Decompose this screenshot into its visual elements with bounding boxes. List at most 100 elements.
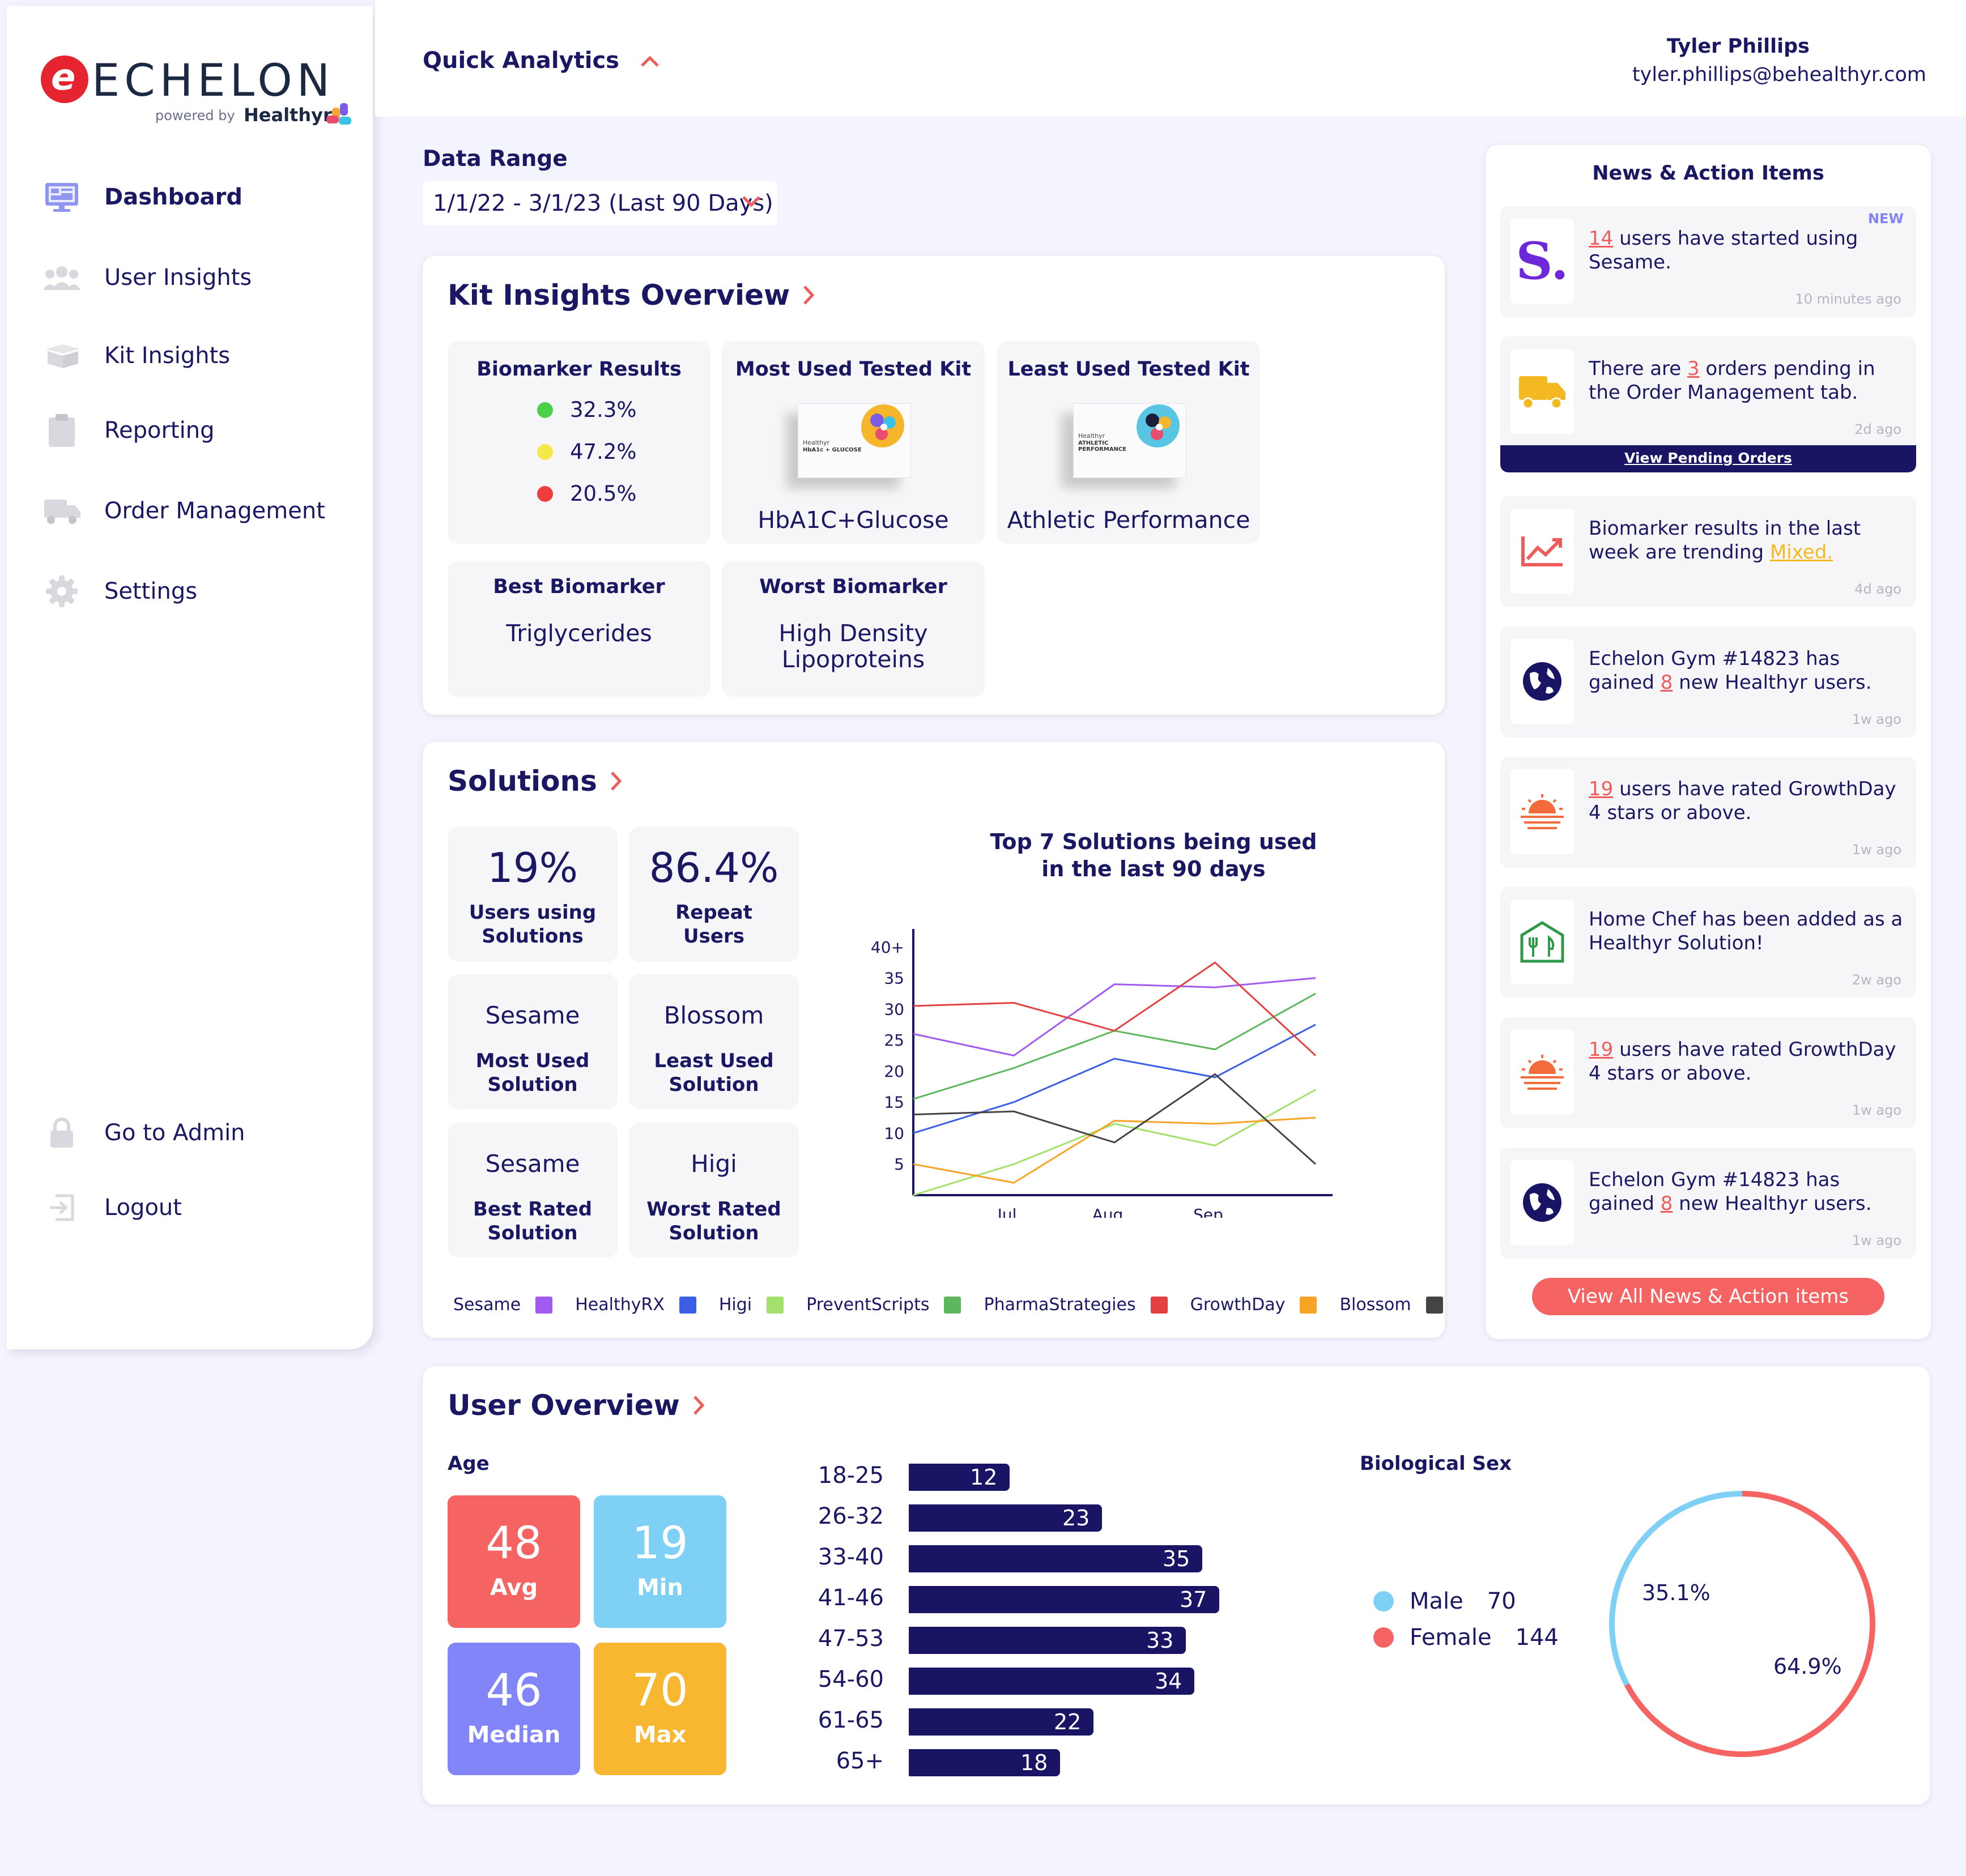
least-used-kit-title: Least Used Tested Kit — [1007, 358, 1250, 381]
best-rated-solution-tile: Sesame Best Rated Solution — [448, 1123, 618, 1257]
age-bar-value: 34 — [1155, 1669, 1182, 1694]
y-tick-label: 35 — [884, 969, 904, 988]
y-tick-label: 25 — [884, 1031, 904, 1050]
legend-male: Male 70 — [1373, 1588, 1516, 1614]
solutions-title[interactable]: Solutions — [448, 765, 623, 798]
view-pending-orders-button[interactable]: View Pending Orders — [1500, 445, 1916, 472]
healthyr-logo-icon — [326, 103, 351, 125]
powered-by-label: powered by — [155, 108, 235, 123]
sidebar-item-order-management[interactable]: Order Management — [43, 488, 360, 534]
x-tick-label: Jul — [997, 1205, 1017, 1218]
news-text: 19 users have rated GrowthDay 4 stars or… — [1589, 778, 1896, 824]
news-text: Echelon Gym #14823 has gained 8 new Heal… — [1589, 1169, 1872, 1215]
legend-female: Female 144 — [1373, 1625, 1559, 1651]
kit-insights-title-text: Kit Insights Overview — [448, 279, 790, 312]
age-bar-value: 35 — [1163, 1546, 1190, 1571]
chevron-right-icon — [611, 771, 622, 791]
user-email: tyler.phillips@behealthyr.com — [1632, 63, 1926, 86]
news-item[interactable]: Biomarker results in the last week are t… — [1500, 496, 1916, 607]
male-percent: 35.1% — [1642, 1580, 1710, 1605]
news-text: Echelon Gym #14823 has gained 8 new Heal… — [1589, 647, 1872, 694]
user-overview-title[interactable]: User Overview — [448, 1389, 706, 1422]
worst-rated-solution-tile: Higi Worst Rated Solution — [629, 1123, 799, 1257]
chart-title: Top 7 Solutions being used in the last 9… — [933, 828, 1375, 882]
age-bar — [909, 1708, 1093, 1736]
news-item[interactable]: Echelon Gym #14823 has gained 8 new Heal… — [1500, 626, 1916, 737]
chevron-up-icon — [641, 56, 659, 67]
best-biomarker-value: Triglycerides — [506, 620, 652, 647]
age-range-label: 26-32 — [818, 1503, 884, 1529]
legend-item: Higi — [719, 1295, 784, 1315]
user-name: Tyler Phillips — [1666, 35, 1810, 58]
solutions-title-text: Solutions — [448, 765, 597, 798]
male-count: 70 — [1487, 1588, 1516, 1614]
view-all-news-button[interactable]: View All News & Action items — [1532, 1278, 1884, 1315]
tile-sub-label: Users — [683, 925, 744, 948]
sidebar-item-label: User Insights — [104, 265, 252, 291]
users-using-solutions-value: 19% — [487, 844, 578, 892]
news-item[interactable]: 19 users have rated GrowthDay 4 stars or… — [1500, 1017, 1916, 1128]
clipboard-icon — [43, 414, 80, 447]
go-to-admin-link[interactable]: Go to Admin — [43, 1110, 360, 1156]
go-to-admin-label: Go to Admin — [104, 1120, 245, 1146]
kit-insights-title[interactable]: Kit Insights Overview — [448, 279, 816, 312]
sidebar-item-user-insights[interactable]: User Insights — [43, 255, 360, 300]
data-range-value: 1/1/22 - 3/1/23 (Last 90 Days) — [433, 190, 773, 216]
most-used-kit-name: HbA1C+Glucose — [758, 506, 949, 534]
biomarker-results-title: Biomarker Results — [476, 358, 682, 381]
news-item[interactable]: 19 users have rated GrowthDay 4 stars or… — [1500, 757, 1916, 868]
tile-sub-label: Repeat — [675, 901, 752, 924]
age-bar-value: 12 — [970, 1465, 998, 1490]
age-stat-value: 19 — [632, 1518, 688, 1569]
tile-sub-label: Solution — [487, 1073, 578, 1096]
y-tick-label: 15 — [884, 1093, 904, 1112]
news-item[interactable]: There are 3 orders pending in the Order … — [1500, 336, 1916, 472]
logout-link[interactable]: Logout — [43, 1185, 360, 1230]
echelon-logo-icon — [41, 56, 88, 103]
series-line-sesame — [913, 977, 1316, 1057]
sidebar-item-kit-insights[interactable]: Kit Insights — [43, 333, 360, 378]
age-bar — [909, 1749, 1060, 1776]
sunrise-icon — [1510, 769, 1574, 854]
chevron-right-icon — [693, 1396, 705, 1415]
age-bar — [909, 1504, 1102, 1532]
series-line-growthday — [913, 1116, 1316, 1184]
x-tick-label: Aug — [1092, 1205, 1124, 1218]
globe-icon — [1510, 639, 1574, 724]
series-line-pharmastrategies — [913, 961, 1317, 1056]
news-item[interactable]: S. NEW 14 users have started using Sesam… — [1500, 206, 1916, 317]
age-bar — [909, 1545, 1202, 1572]
worst-biomarker-value-line2: Lipoproteins — [781, 646, 925, 673]
sidebar-item-settings[interactable]: Settings — [43, 569, 360, 614]
solutions-card: Solutions 19% Users using Solutions 86.4… — [423, 742, 1445, 1338]
news-item[interactable]: Echelon Gym #14823 has gained 8 new Heal… — [1500, 1148, 1916, 1259]
worst-biomarker-value-line1: High Density — [778, 620, 928, 647]
most-used-solution-tile: Sesame Most Used Solution — [448, 974, 618, 1109]
news-item[interactable]: Home Chef has been added as a Healthyr S… — [1500, 887, 1916, 998]
age-bar — [909, 1668, 1194, 1695]
data-range-select[interactable]: 1/1/22 - 3/1/23 (Last 90 Days) — [423, 181, 777, 225]
kit-insights-card: Kit Insights Overview Biomarker Results … — [423, 256, 1445, 715]
age-range-label: 61-65 — [818, 1707, 884, 1733]
most-used-kit-title: Most Used Tested Kit — [735, 358, 972, 381]
quick-analytics-label: Quick Analytics — [423, 48, 619, 74]
kit-badge-icon — [1137, 404, 1180, 447]
legend-item: PharmaStrategies — [984, 1295, 1168, 1315]
truck-icon — [1510, 349, 1574, 434]
sidebar-item-dashboard[interactable]: Dashboard — [43, 174, 360, 220]
top-bar: Quick Analytics Tyler Phillips tyler.phi… — [375, 0, 1966, 117]
quick-analytics-toggle[interactable]: Quick Analytics — [423, 48, 660, 74]
logout-icon — [43, 1192, 80, 1223]
age-bar — [909, 1464, 1010, 1491]
sidebar-item-reporting[interactable]: Reporting — [43, 408, 360, 453]
female-percent: 64.9% — [1773, 1654, 1842, 1679]
age-bar-value: 33 — [1146, 1628, 1174, 1653]
truck-icon — [43, 495, 80, 527]
sidebar: ECHELON powered by Healthyr Dashboard Us… — [7, 6, 373, 1349]
legend-item: GrowthDay — [1190, 1295, 1317, 1315]
biological-sex-label: Biological Sex — [1360, 1452, 1512, 1475]
news-time: 4d ago — [1854, 581, 1901, 597]
news-time: 2d ago — [1854, 421, 1901, 437]
age-label: Age — [448, 1452, 490, 1475]
sunrise-icon — [1510, 1030, 1574, 1115]
